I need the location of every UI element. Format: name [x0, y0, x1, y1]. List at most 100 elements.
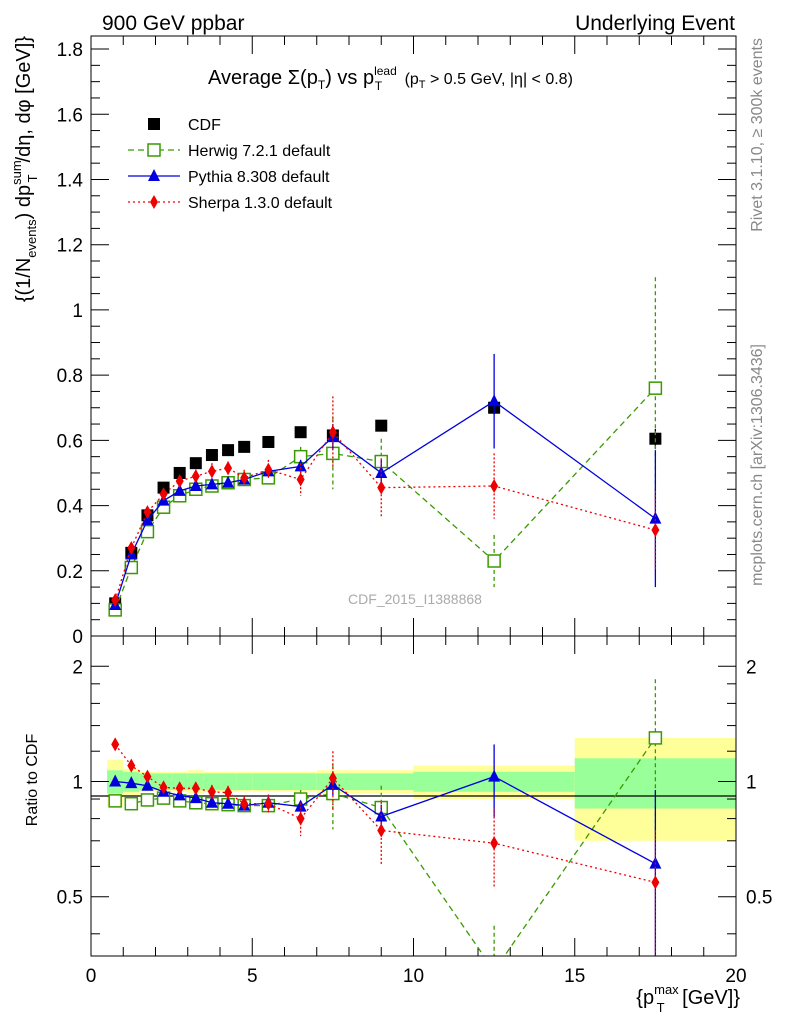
stat-uncertainty-band: [252, 773, 285, 791]
series-line: [114, 400, 656, 606]
main-y-tick-label: 1.2: [57, 236, 83, 257]
ratio-uncertainty-bands: [107, 737, 736, 841]
stat-uncertainty-band: [349, 773, 414, 791]
data-point-marker: [651, 875, 660, 890]
series-herwig: [108, 277, 663, 617]
data-point-marker: [147, 143, 161, 157]
title-part: T: [318, 78, 326, 92]
data-point-marker: [207, 784, 216, 799]
data-point-marker: [488, 769, 501, 782]
legend-label: CDF: [188, 117, 221, 134]
data-point-marker: [108, 794, 122, 808]
ratio-y-tick-label-right: 0.5: [746, 888, 772, 909]
title-part: sum: [9, 160, 24, 185]
title-part: ) dp: [13, 185, 35, 219]
ratio-series-layer: [108, 679, 663, 956]
data-point-marker: [159, 780, 168, 795]
ratio-y-tick-label-right: 2: [746, 657, 757, 678]
data-point-marker: [377, 480, 386, 495]
data-point-marker: [488, 394, 501, 407]
stat-uncertainty-band: [236, 773, 253, 791]
data-point-marker: [111, 593, 120, 608]
data-point-marker: [222, 796, 235, 809]
data-point-marker: [490, 836, 499, 851]
data-point-marker: [148, 118, 160, 130]
title-part: max: [654, 982, 679, 997]
data-point-marker: [222, 475, 235, 488]
data-point-marker: [189, 791, 202, 804]
title-part: Σ(p: [288, 67, 318, 89]
data-point-marker: [143, 769, 152, 784]
data-point-marker: [222, 444, 235, 457]
data-point-marker: [296, 472, 305, 487]
ratio-panel-frame: [90, 635, 737, 957]
ratio-series-sherpa: [111, 737, 660, 956]
data-point-marker: [238, 440, 251, 453]
data-point-marker: [173, 466, 186, 479]
data-point-marker: [328, 425, 337, 440]
ratio-y-tick-label: 0.5: [57, 888, 83, 909]
data-point-marker: [487, 554, 501, 568]
data-point-marker: [648, 731, 663, 745]
header-left-text: 900 GeV ppbar: [102, 12, 244, 35]
data-point-marker: [159, 487, 168, 502]
ratio-y-tick-label: 2: [72, 657, 83, 678]
title-part: ) vs p: [325, 67, 374, 89]
ratio-y-tick-label: 1: [72, 773, 83, 794]
title-part: [GeV]}: [677, 987, 741, 1009]
watermark-label: CDF_2015_I1388868: [348, 591, 482, 607]
data-point-marker: [173, 483, 186, 496]
data-point-marker: [296, 811, 305, 826]
series-sherpa: [111, 396, 660, 608]
title-part: (p: [400, 71, 419, 88]
data-point-marker: [191, 781, 200, 796]
main-series-layer: [108, 277, 663, 617]
data-point-marker: [294, 426, 307, 439]
x-axis-label: {pmax T [GeV]}: [636, 982, 740, 1015]
main-axis-ticks: 0 0.2 0.4 0.6 0.8 1 1.2 1.4 1.6 1.8: [57, 36, 737, 648]
data-point-marker: [649, 511, 662, 524]
title-part: {p: [636, 987, 654, 1009]
stat-uncertainty-band: [203, 773, 220, 791]
data-point-marker: [140, 524, 155, 539]
side-label-rivet: Rivet 3.1.10, ≥ 300k events: [749, 38, 766, 232]
data-point-marker: [375, 419, 388, 432]
data-point-marker: [175, 781, 184, 796]
data-point-marker: [328, 771, 337, 786]
main-y-tick-label: 0.6: [57, 431, 83, 452]
data-point-marker: [148, 169, 160, 181]
data-point-marker: [490, 479, 499, 493]
data-point-marker: [189, 479, 202, 491]
x-tick-label: 10: [403, 966, 424, 987]
ratio-axis-ticks: 0.5 0.51 12 20 5 10 15 20: [57, 636, 772, 987]
data-point-marker: [377, 823, 386, 838]
data-point-marker: [207, 464, 216, 479]
data-point-marker: [294, 799, 307, 812]
title-part: /dη, dφ [GeV]}: [13, 36, 35, 163]
main-y-tick-label: 1.8: [57, 40, 83, 61]
data-point-marker: [224, 461, 233, 476]
title-part: {(1/N: [13, 258, 35, 302]
data-point-marker: [141, 513, 154, 526]
main-plot-title: Average Σ(pT) vs plead T (pT > 0.5 GeV, |…: [208, 64, 573, 93]
title-part: T: [657, 1000, 665, 1015]
main-y-tick-label: 1.4: [57, 170, 84, 191]
data-point-marker: [205, 477, 218, 490]
data-point-marker: [205, 449, 218, 462]
x-tick-label: 15: [564, 966, 585, 987]
title-part: > 0.5 GeV, |η| < 0.8): [426, 71, 573, 88]
legend-label: Sherpa 1.3.0 default: [188, 195, 333, 212]
data-point-marker: [240, 796, 249, 811]
series-line: [114, 431, 656, 601]
legend-label: Pythia 8.308 default: [188, 169, 330, 186]
main-y-tick-label: 1: [72, 301, 83, 322]
data-point-marker: [141, 778, 154, 791]
side-label-mcplots: mcplots.cern.ch [arXiv:1306.3436]: [749, 344, 766, 586]
data-point-marker: [143, 505, 152, 520]
data-point-marker: [294, 459, 307, 472]
stat-uncertainty-band: [220, 773, 237, 791]
data-point-marker: [240, 470, 249, 485]
data-point-marker: [175, 474, 184, 489]
